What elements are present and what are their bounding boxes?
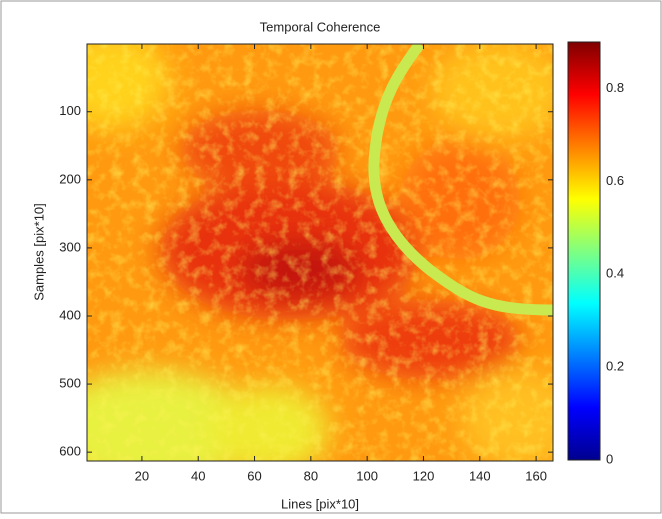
colorbar-tick-label: 0.6 <box>606 173 624 188</box>
y-tick-label: 200 <box>59 171 81 186</box>
y-tick-label: 300 <box>59 239 81 254</box>
axes: 20 40 60 80 100 120 140 160 100 200 300 400 500 600 0 0… <box>59 44 624 483</box>
x-tick-label: 120 <box>413 468 435 483</box>
y-tick-label: 600 <box>59 444 81 459</box>
colorbar-tick-label: 0.2 <box>606 359 624 374</box>
x-tick-label: 140 <box>469 468 491 483</box>
y-tick-label: 400 <box>59 307 81 322</box>
y-axis-label: Samples [pix*10] <box>31 203 46 301</box>
x-tick-label: 80 <box>304 468 318 483</box>
colorbar-tick-label: 0.8 <box>606 80 624 95</box>
x-tick-label: 60 <box>247 468 261 483</box>
coherence-image <box>87 44 553 461</box>
x-tick-label: 160 <box>525 468 547 483</box>
y-tick-label: 500 <box>59 376 81 391</box>
colorbar <box>567 41 601 461</box>
x-tick-label: 40 <box>191 468 205 483</box>
x-axis-label: Lines [pix*10] <box>281 496 359 511</box>
x-tick-label: 20 <box>135 468 149 483</box>
colorbar-tick-label: 0 <box>606 451 613 466</box>
x-tick-label: 100 <box>356 468 378 483</box>
plot-frame <box>86 43 554 462</box>
colorbar-tick-label: 0.4 <box>606 266 624 281</box>
chart-title: Temporal Coherence <box>260 19 381 34</box>
y-tick-label: 100 <box>59 103 81 118</box>
